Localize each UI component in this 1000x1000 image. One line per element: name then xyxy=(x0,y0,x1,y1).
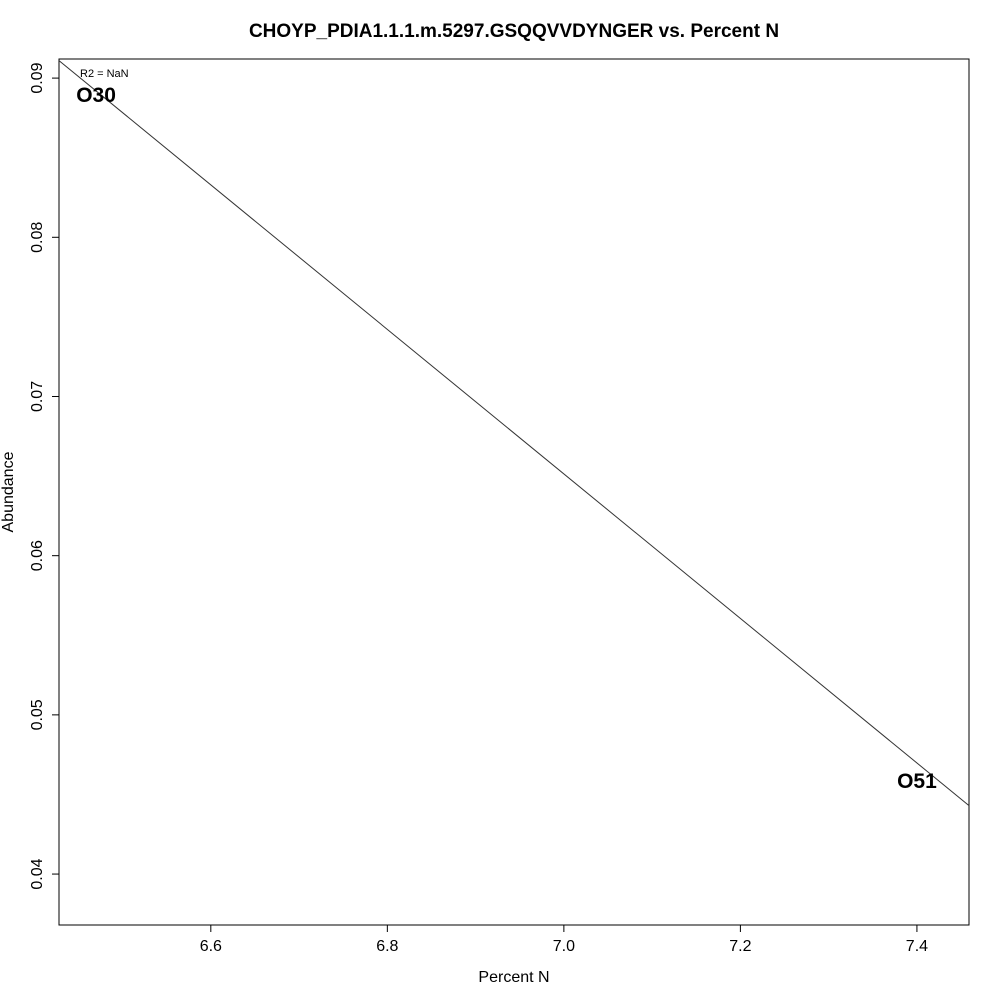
chart-title: CHOYP_PDIA1.1.1.m.5297.GSQQVVDYNGER vs. … xyxy=(249,21,779,42)
r2-annotation: R2 = NaN xyxy=(80,68,129,80)
x-tick-label: 7.0 xyxy=(553,938,575,955)
x-tick-label: 7.2 xyxy=(729,938,751,955)
y-axis-label: Abundance xyxy=(0,451,17,532)
y-tick-label: 0.04 xyxy=(29,858,46,889)
y-tick-label: 0.08 xyxy=(29,222,46,253)
plot-frame xyxy=(58,58,970,926)
x-axis: 6.6 6.8 7.0 7.2 7.4 xyxy=(200,924,928,955)
y-tick-label: 0.05 xyxy=(29,699,46,730)
x-axis-label: Percent N xyxy=(478,969,549,986)
x-tick-label: 6.8 xyxy=(376,938,398,955)
plot-area: R2 = NaN O30 O51 xyxy=(58,60,970,806)
y-tick-label: 0.06 xyxy=(29,540,46,571)
y-axis: 0.04 0.05 0.06 0.07 0.08 0.09 xyxy=(29,62,60,890)
point-label: O30 xyxy=(76,84,116,107)
point-label: O51 xyxy=(897,770,937,793)
x-tick-label: 7.4 xyxy=(906,938,928,955)
regression-line xyxy=(58,60,970,806)
y-tick-label: 0.07 xyxy=(29,381,46,412)
x-tick-label: 6.6 xyxy=(200,938,222,955)
y-tick-label: 0.09 xyxy=(29,62,46,93)
